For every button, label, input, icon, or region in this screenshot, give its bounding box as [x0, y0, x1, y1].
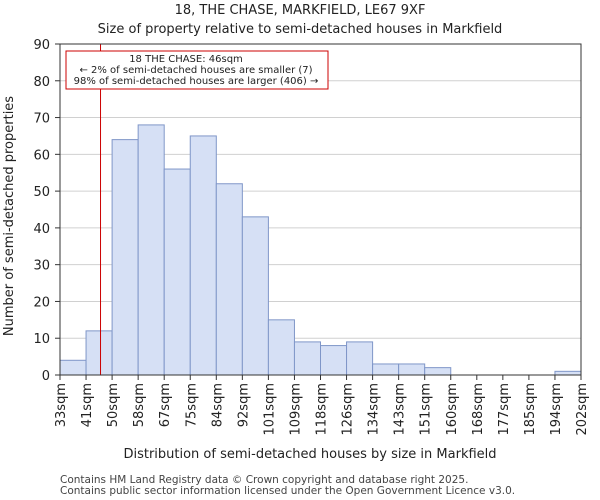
bar — [398, 363, 426, 376]
bar — [189, 135, 217, 376]
bar — [111, 139, 139, 376]
x-tick-label: 151sqm — [419, 383, 434, 436]
bar — [59, 359, 87, 376]
x-tick-label: 41sqm — [80, 383, 95, 427]
x-tick-label: 185sqm — [523, 383, 538, 436]
y-axis-ticks: 0 10 20 30 40 50 60 70 80 90 — [33, 38, 60, 384]
y-tick-label: 50 — [33, 185, 50, 200]
x-tick-label: 126sqm — [341, 383, 356, 436]
y-tick-label: 10 — [33, 332, 50, 347]
y-tick-label: 40 — [33, 222, 50, 237]
x-tick-label: 92sqm — [236, 383, 251, 427]
bar — [241, 216, 269, 376]
x-tick-label: 134sqm — [367, 383, 382, 436]
bar — [424, 367, 452, 376]
bars — [59, 124, 582, 376]
x-tick-label: 75sqm — [184, 383, 199, 427]
chart-title: 18, THE CHASE, MARKFIELD, LE67 9XF — [175, 3, 426, 18]
y-tick-label: 0 — [42, 369, 50, 384]
x-tick-label: 50sqm — [106, 383, 121, 427]
bar — [163, 168, 191, 376]
y-axis-label: Number of semi-detached properties — [2, 96, 17, 336]
y-tick-label: 80 — [33, 75, 50, 90]
bar — [320, 345, 348, 376]
x-tick-label: 84sqm — [210, 383, 225, 427]
x-tick-label: 194sqm — [549, 383, 564, 436]
x-tick-label: 33sqm — [54, 383, 69, 427]
y-tick-label: 20 — [33, 295, 50, 310]
annotation-line-3: 98% of semi-detached houses are larger (… — [74, 76, 319, 87]
y-tick-label: 60 — [33, 148, 50, 163]
x-tick-label: 168sqm — [471, 383, 486, 436]
annotation-box: 18 THE CHASE: 46sqm ← 2% of semi-detache… — [65, 50, 329, 90]
x-tick-label: 101sqm — [262, 383, 277, 436]
bar — [215, 183, 243, 376]
footer-line-1: Contains HM Land Registry data © Crown c… — [60, 474, 468, 486]
bar — [137, 124, 165, 376]
chart-subtitle: Size of property relative to semi-detach… — [98, 22, 503, 37]
bar — [372, 363, 400, 376]
bar — [267, 319, 295, 376]
bar — [554, 370, 582, 376]
annotation-line-2: ← 2% of semi-detached houses are smaller… — [79, 65, 312, 76]
annotation-frame — [65, 50, 329, 90]
x-tick-label: 58sqm — [132, 383, 147, 427]
x-tick-label: 177sqm — [497, 383, 512, 436]
x-tick-label: 67sqm — [158, 383, 173, 427]
bar — [85, 330, 113, 376]
footer-line-2: Contains public sector information licen… — [60, 485, 515, 497]
bar — [346, 341, 374, 376]
x-tick-label: 160sqm — [445, 383, 460, 436]
x-tick-label: 143sqm — [393, 383, 408, 436]
x-axis-ticks: 33sqm 41sqm 50sqm 58sqm 67sqm 75sqm 84sqm 92sqm… — [54, 375, 590, 436]
annotation-line-1: 18 THE CHASE: 46sqm — [129, 54, 243, 65]
x-axis-label: Distribution of semi-detached houses by … — [123, 447, 496, 462]
x-tick-label: 109sqm — [288, 383, 303, 436]
x-tick-label: 118sqm — [315, 383, 330, 436]
y-tick-label: 70 — [33, 112, 50, 127]
bar — [293, 341, 322, 376]
y-tick-label: 90 — [33, 38, 50, 53]
y-tick-label: 30 — [33, 259, 50, 274]
plot-frame — [59, 43, 582, 376]
x-tick-label: 202sqm — [575, 383, 590, 436]
